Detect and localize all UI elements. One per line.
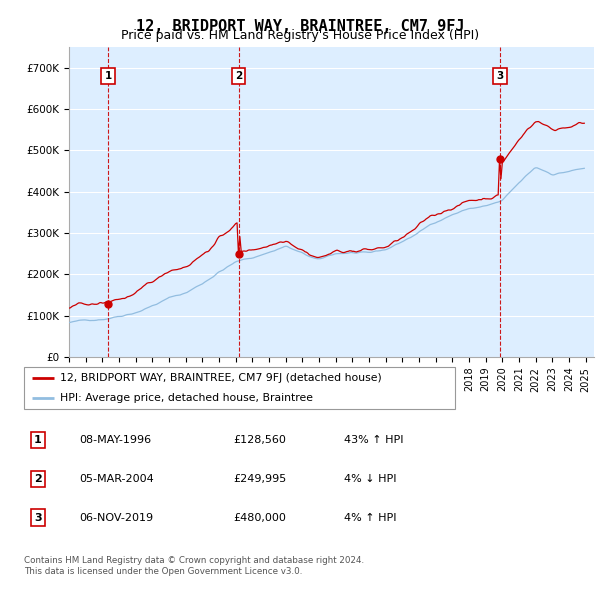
Text: 3: 3 (496, 71, 503, 81)
Text: HPI: Average price, detached house, Braintree: HPI: Average price, detached house, Brai… (60, 393, 313, 403)
Text: Price paid vs. HM Land Registry's House Price Index (HPI): Price paid vs. HM Land Registry's House … (121, 30, 479, 42)
Text: 3: 3 (34, 513, 41, 523)
Text: £249,995: £249,995 (234, 474, 287, 484)
Text: 2: 2 (34, 474, 41, 484)
Text: 4% ↑ HPI: 4% ↑ HPI (344, 513, 397, 523)
FancyBboxPatch shape (24, 366, 455, 409)
Text: 12, BRIDPORT WAY, BRAINTREE, CM7 9FJ (detached house): 12, BRIDPORT WAY, BRAINTREE, CM7 9FJ (de… (60, 373, 382, 383)
Text: £480,000: £480,000 (234, 513, 287, 523)
Text: 08-MAY-1996: 08-MAY-1996 (79, 435, 151, 445)
Text: 4% ↓ HPI: 4% ↓ HPI (344, 474, 397, 484)
Text: 43% ↑ HPI: 43% ↑ HPI (344, 435, 404, 445)
Text: 1: 1 (104, 71, 112, 81)
Text: £128,560: £128,560 (234, 435, 287, 445)
Text: 05-MAR-2004: 05-MAR-2004 (79, 474, 154, 484)
Text: Contains HM Land Registry data © Crown copyright and database right 2024.
This d: Contains HM Land Registry data © Crown c… (24, 556, 364, 576)
Text: 1: 1 (34, 435, 41, 445)
Text: 06-NOV-2019: 06-NOV-2019 (79, 513, 154, 523)
Text: 2: 2 (235, 71, 242, 81)
Text: 12, BRIDPORT WAY, BRAINTREE, CM7 9FJ: 12, BRIDPORT WAY, BRAINTREE, CM7 9FJ (136, 19, 464, 34)
